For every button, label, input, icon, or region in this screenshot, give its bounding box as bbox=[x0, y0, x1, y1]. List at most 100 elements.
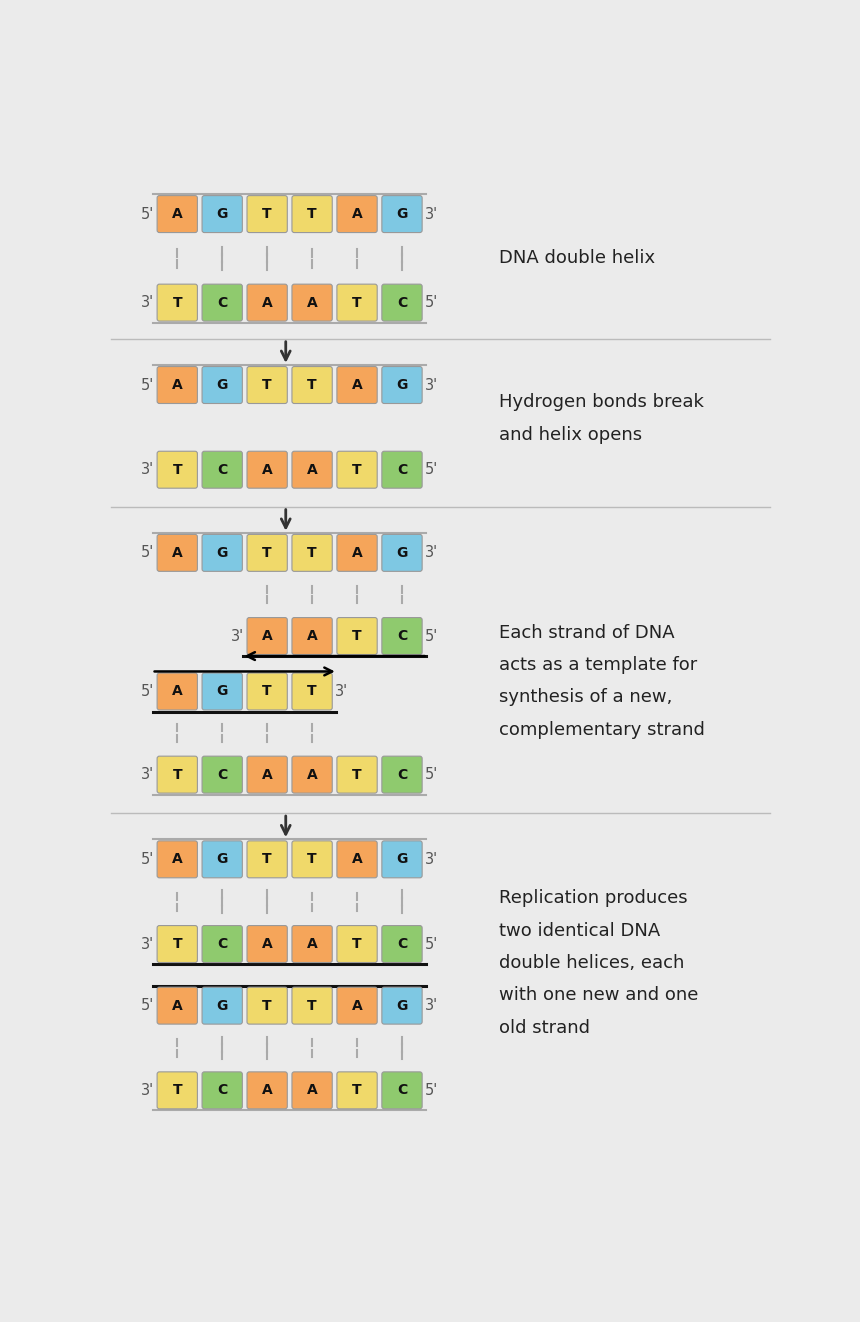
FancyBboxPatch shape bbox=[247, 756, 287, 793]
Text: A: A bbox=[172, 378, 182, 393]
Text: C: C bbox=[217, 463, 227, 477]
Text: T: T bbox=[262, 546, 272, 561]
Text: A: A bbox=[261, 1083, 273, 1097]
Text: A: A bbox=[307, 937, 317, 951]
FancyBboxPatch shape bbox=[202, 988, 243, 1025]
Text: A: A bbox=[172, 685, 182, 698]
Text: 5': 5' bbox=[141, 378, 155, 393]
Text: 5': 5' bbox=[425, 628, 438, 644]
Text: 3': 3' bbox=[425, 546, 438, 561]
FancyBboxPatch shape bbox=[292, 534, 332, 571]
FancyBboxPatch shape bbox=[247, 673, 287, 710]
FancyBboxPatch shape bbox=[157, 756, 198, 793]
Text: complementary strand: complementary strand bbox=[499, 720, 704, 739]
Text: G: G bbox=[217, 546, 228, 561]
Text: T: T bbox=[353, 768, 362, 781]
Text: C: C bbox=[217, 296, 227, 309]
Text: T: T bbox=[353, 296, 362, 309]
FancyBboxPatch shape bbox=[247, 196, 287, 233]
Text: T: T bbox=[262, 853, 272, 866]
FancyBboxPatch shape bbox=[247, 1072, 287, 1109]
FancyBboxPatch shape bbox=[382, 617, 422, 654]
Text: 3': 3' bbox=[141, 463, 154, 477]
FancyBboxPatch shape bbox=[382, 841, 422, 878]
Text: double helices, each: double helices, each bbox=[499, 954, 685, 972]
FancyBboxPatch shape bbox=[157, 841, 198, 878]
FancyBboxPatch shape bbox=[292, 617, 332, 654]
FancyBboxPatch shape bbox=[382, 988, 422, 1025]
FancyBboxPatch shape bbox=[337, 284, 378, 321]
FancyBboxPatch shape bbox=[202, 534, 243, 571]
Text: synthesis of a new,: synthesis of a new, bbox=[499, 689, 673, 706]
Text: 3': 3' bbox=[231, 628, 244, 644]
Text: A: A bbox=[261, 629, 273, 642]
Text: 3': 3' bbox=[425, 378, 438, 393]
Text: T: T bbox=[353, 629, 362, 642]
FancyBboxPatch shape bbox=[382, 366, 422, 403]
Text: T: T bbox=[173, 463, 182, 477]
Text: C: C bbox=[396, 768, 407, 781]
FancyBboxPatch shape bbox=[292, 284, 332, 321]
Text: T: T bbox=[173, 768, 182, 781]
Text: 5': 5' bbox=[425, 295, 438, 311]
Text: 5': 5' bbox=[425, 1083, 438, 1097]
Text: A: A bbox=[307, 296, 317, 309]
Text: A: A bbox=[261, 296, 273, 309]
Text: A: A bbox=[172, 998, 182, 1013]
Text: Each strand of DNA: Each strand of DNA bbox=[499, 624, 674, 641]
FancyBboxPatch shape bbox=[292, 366, 332, 403]
FancyBboxPatch shape bbox=[292, 1072, 332, 1109]
Text: C: C bbox=[217, 1083, 227, 1097]
FancyBboxPatch shape bbox=[157, 925, 198, 962]
FancyBboxPatch shape bbox=[157, 673, 198, 710]
Text: G: G bbox=[217, 208, 228, 221]
Text: 5': 5' bbox=[141, 546, 155, 561]
Text: 5': 5' bbox=[141, 998, 155, 1013]
Text: T: T bbox=[173, 296, 182, 309]
Text: T: T bbox=[307, 998, 317, 1013]
FancyBboxPatch shape bbox=[202, 841, 243, 878]
Text: T: T bbox=[353, 463, 362, 477]
Text: T: T bbox=[307, 378, 317, 393]
Text: old strand: old strand bbox=[499, 1018, 590, 1036]
Text: A: A bbox=[172, 546, 182, 561]
Text: T: T bbox=[353, 937, 362, 951]
Text: A: A bbox=[352, 546, 362, 561]
Text: G: G bbox=[217, 998, 228, 1013]
FancyBboxPatch shape bbox=[292, 841, 332, 878]
FancyBboxPatch shape bbox=[157, 1072, 198, 1109]
FancyBboxPatch shape bbox=[337, 366, 378, 403]
FancyBboxPatch shape bbox=[202, 196, 243, 233]
Text: 3': 3' bbox=[425, 206, 438, 222]
Text: 3': 3' bbox=[141, 295, 154, 311]
FancyBboxPatch shape bbox=[337, 534, 378, 571]
Text: A: A bbox=[307, 463, 317, 477]
Text: 5': 5' bbox=[141, 851, 155, 867]
Text: A: A bbox=[352, 998, 362, 1013]
Text: Replication produces: Replication produces bbox=[499, 890, 687, 907]
FancyBboxPatch shape bbox=[292, 756, 332, 793]
FancyBboxPatch shape bbox=[202, 366, 243, 403]
Text: 3': 3' bbox=[425, 998, 438, 1013]
Text: G: G bbox=[396, 378, 408, 393]
FancyBboxPatch shape bbox=[247, 451, 287, 488]
Text: G: G bbox=[396, 208, 408, 221]
Text: with one new and one: with one new and one bbox=[499, 986, 698, 1005]
Text: A: A bbox=[307, 768, 317, 781]
Text: T: T bbox=[262, 208, 272, 221]
Text: A: A bbox=[352, 853, 362, 866]
Text: T: T bbox=[307, 685, 317, 698]
Text: A: A bbox=[261, 768, 273, 781]
Text: T: T bbox=[353, 1083, 362, 1097]
FancyBboxPatch shape bbox=[157, 366, 198, 403]
FancyBboxPatch shape bbox=[247, 925, 287, 962]
Text: T: T bbox=[262, 378, 272, 393]
FancyBboxPatch shape bbox=[337, 841, 378, 878]
Text: 5': 5' bbox=[141, 683, 155, 699]
FancyBboxPatch shape bbox=[157, 451, 198, 488]
Text: DNA double helix: DNA double helix bbox=[499, 250, 655, 267]
Text: T: T bbox=[173, 937, 182, 951]
FancyBboxPatch shape bbox=[292, 988, 332, 1025]
Text: G: G bbox=[217, 378, 228, 393]
FancyBboxPatch shape bbox=[202, 756, 243, 793]
